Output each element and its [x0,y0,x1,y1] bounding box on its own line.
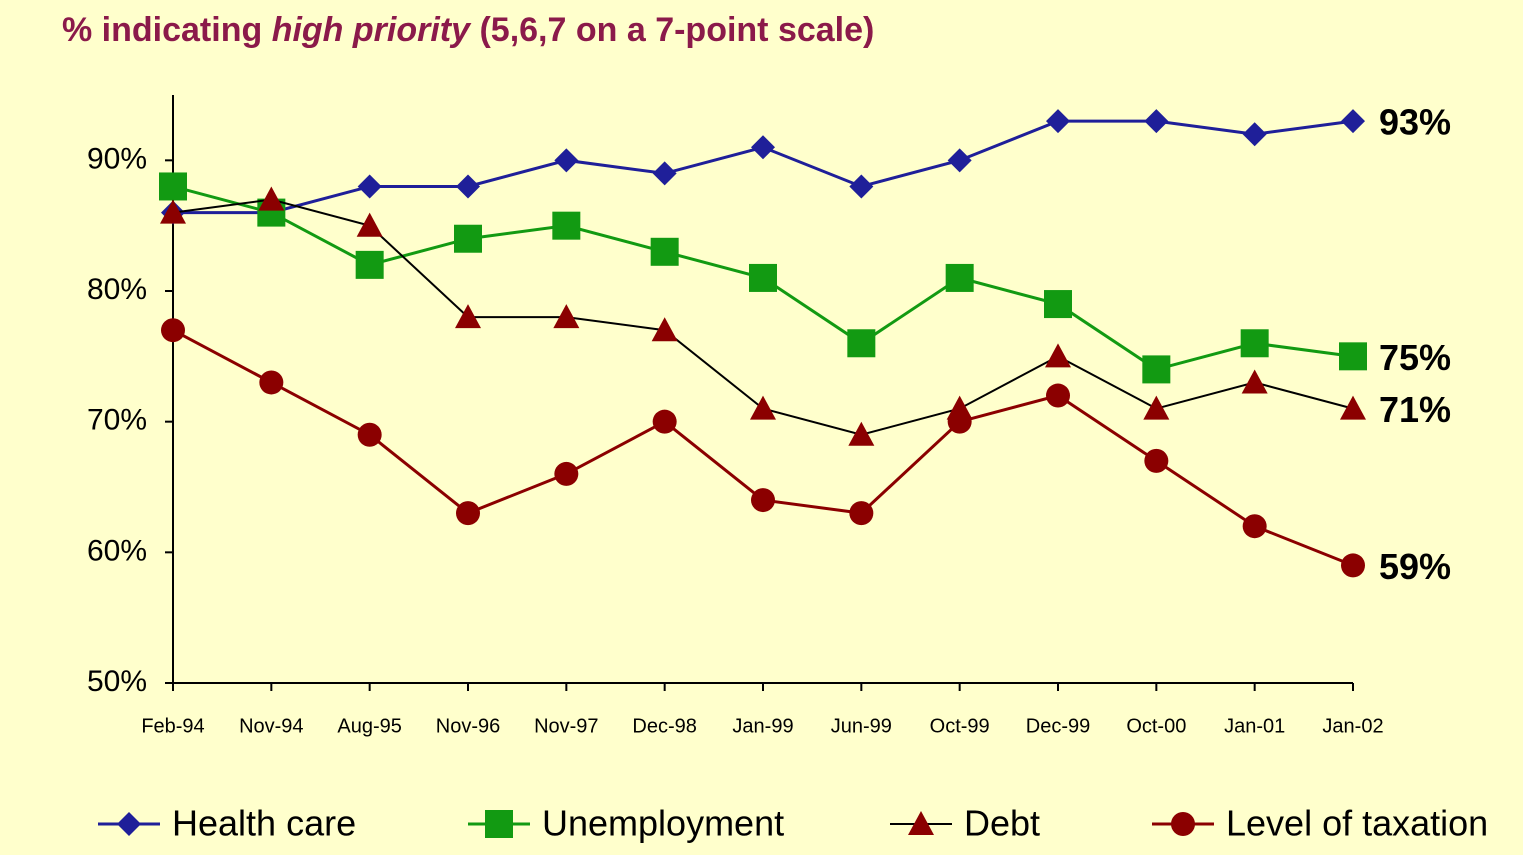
data-point [456,174,480,199]
data-point [848,421,875,446]
legend-marker [485,810,513,838]
data-point [751,135,775,160]
data-point [650,237,679,266]
x-tick-label: Jan-99 [732,715,793,737]
data-point [750,395,776,420]
data-point [456,501,480,526]
legend-marker [908,811,934,836]
data-point [652,409,677,434]
data-point [652,161,677,186]
data-point [751,488,775,513]
data-point [553,304,580,329]
data-point [259,370,284,395]
x-tick-label: Feb-94 [141,715,204,737]
y-tick-label: 80% [87,273,147,306]
title-part: (5,6,7 on a 7-point scale) [470,11,874,49]
data-point [1046,383,1070,408]
legend-label: Debt [964,803,1040,844]
x-tick-label: Aug-95 [337,715,402,737]
data-point [1241,369,1268,394]
x-tick-label: Nov-96 [436,715,500,737]
legend-marker [1171,812,1195,836]
end-label: 71% [1379,389,1451,430]
legend-marker [117,812,141,836]
data-point [1144,109,1169,134]
data-point [552,211,581,240]
chart-title: % indicating high priority (5,6,7 on a 7… [62,11,874,49]
data-point [161,318,185,343]
x-tick-label: Nov-97 [534,715,598,737]
data-point [355,250,384,279]
data-point [1046,109,1070,134]
data-point [357,422,382,447]
data-point [160,199,186,224]
legend-label: Unemployment [542,803,784,844]
data-point [651,317,678,342]
data-point [945,263,974,292]
data-point [849,501,874,526]
title-part: high priority [272,11,472,49]
data-point [1044,290,1072,319]
data-point [554,148,579,173]
x-tick-label: Jan-02 [1322,715,1383,737]
data-point [357,174,382,199]
x-tick-label: Nov-94 [239,715,303,737]
x-tick-label: Oct-99 [930,715,990,737]
data-point [455,304,481,329]
data-point [1341,109,1365,134]
y-tick-label: 70% [87,404,147,437]
end-label: 59% [1379,546,1451,587]
data-point [1242,122,1267,147]
x-tick-label: Dec-99 [1026,715,1090,737]
data-point [1340,395,1366,420]
data-point [1144,448,1169,473]
x-tick-label: Dec-98 [632,715,696,737]
end-label: 75% [1379,337,1451,378]
data-point [847,329,876,358]
x-tick-label: Jun-99 [831,715,892,737]
data-point [454,224,482,253]
data-point [1142,355,1171,384]
legend-label: Level of taxation [1226,803,1488,844]
title-part: % indicating [62,11,272,49]
y-tick-label: 60% [87,534,147,567]
data-point [356,212,383,237]
end-label: 93% [1379,102,1451,143]
data-point [1240,329,1269,358]
x-tick-label: Jan-01 [1224,715,1285,737]
data-point [749,263,777,292]
data-point [849,174,874,199]
data-point [947,409,972,434]
data-point [1339,342,1367,371]
legend-label: Health care [172,803,356,844]
data-point [947,148,972,173]
data-point [1242,514,1267,539]
data-point [554,461,579,486]
series-line [173,119,1354,215]
data-point [159,172,187,201]
data-point [258,186,285,211]
data-point [1341,553,1365,578]
data-point [1143,395,1170,420]
y-tick-label: 90% [87,142,147,175]
x-tick-label: Oct-00 [1126,715,1186,737]
y-tick-label: 50% [87,665,147,698]
data-point [1045,343,1071,368]
